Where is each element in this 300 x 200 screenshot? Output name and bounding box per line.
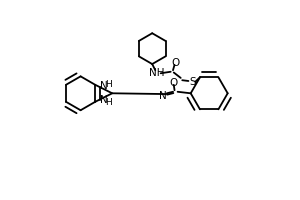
Text: O: O (171, 58, 179, 68)
Text: N: N (100, 95, 107, 105)
Text: N: N (100, 81, 107, 91)
Text: S: S (189, 77, 196, 87)
Text: N: N (159, 91, 167, 101)
Text: NH: NH (149, 68, 165, 78)
Text: H: H (105, 98, 112, 107)
Text: O: O (169, 78, 177, 88)
Text: H: H (105, 80, 112, 89)
